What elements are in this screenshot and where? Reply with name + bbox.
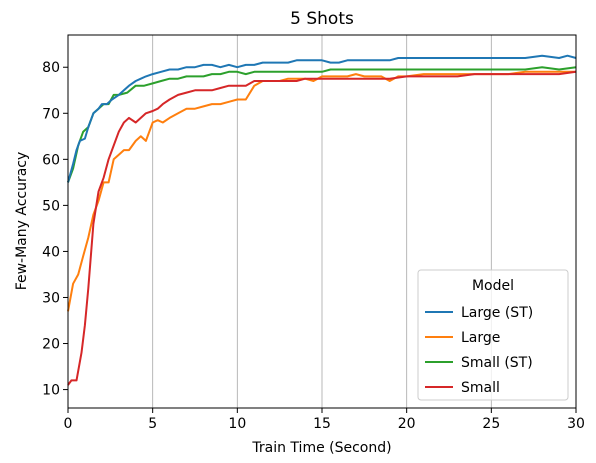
x-axis-ticks: 0 5 10 15 20 25 30 <box>64 408 585 432</box>
legend-title: Model <box>472 278 514 294</box>
series-line-small <box>67 70 577 386</box>
legend-label: Large (ST) <box>461 305 533 321</box>
y-tick-label: 60 <box>42 152 60 168</box>
y-tick-label: 30 <box>42 290 60 306</box>
y-axis-ticks: 10 20 30 40 50 60 70 80 <box>42 60 68 399</box>
legend-items: Large (ST) Large Small (ST) Small <box>425 305 533 396</box>
x-tick-label: 25 <box>482 416 500 432</box>
x-tick-label: 5 <box>148 416 157 432</box>
y-tick-label: 10 <box>42 383 60 399</box>
x-tick-label: 15 <box>313 416 331 432</box>
legend-label: Large <box>461 330 500 346</box>
series-line-small-st <box>67 66 577 183</box>
legend-label: Small (ST) <box>461 355 533 371</box>
x-tick-label: 20 <box>398 416 416 432</box>
legend-box <box>417 269 569 401</box>
series-line-large-st <box>67 54 577 183</box>
legend-label: Small <box>461 380 500 396</box>
x-tick-label: 10 <box>228 416 246 432</box>
grid-lines <box>152 35 492 408</box>
series-line-large <box>67 70 576 312</box>
x-tick-label: 0 <box>64 416 73 432</box>
series-lines <box>67 54 577 386</box>
x-axis-label: Train Time (Second) <box>251 440 391 456</box>
y-tick-label: 70 <box>42 106 60 122</box>
y-tick-label: 50 <box>42 198 60 214</box>
legend: Model Large (ST) Large Small (ST) Small <box>417 269 569 401</box>
chart-title: 5 Shots <box>290 9 354 29</box>
y-axis-label: Few-Many Accuracy <box>14 152 30 291</box>
y-tick-label: 40 <box>42 244 60 260</box>
y-tick-label: 20 <box>42 337 60 353</box>
y-tick-label: 80 <box>42 60 60 76</box>
x-tick-label: 30 <box>567 416 585 432</box>
